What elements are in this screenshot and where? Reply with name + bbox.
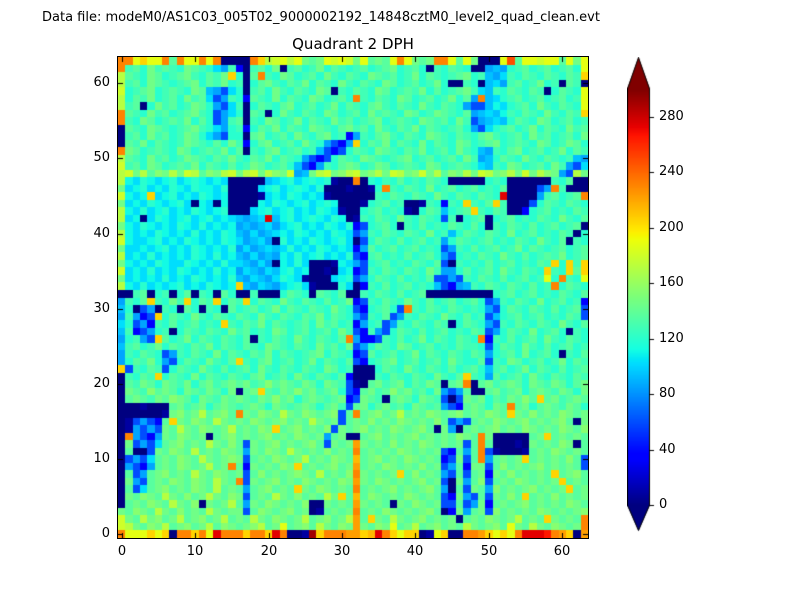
data-file-label: Data file: modeM0/AS1C03_005T02_90000021… xyxy=(42,10,600,25)
x-tick-label: 20 xyxy=(260,544,278,559)
heatmap-canvas xyxy=(118,57,588,538)
colorbar-tick-label: 120 xyxy=(659,331,684,346)
plot-area xyxy=(117,56,589,539)
plot-title: Quadrant 2 DPH xyxy=(292,35,414,53)
y-tick-label: 20 xyxy=(93,376,110,391)
x-tick-label: 0 xyxy=(117,544,127,559)
x-tick-label: 60 xyxy=(553,544,571,559)
colorbar-tick-label: 80 xyxy=(659,386,676,401)
colorbar-tick-label: 0 xyxy=(659,497,668,512)
y-tick-label: 40 xyxy=(93,226,110,241)
colorbar-tick-label: 40 xyxy=(659,442,676,457)
y-tick-label: 0 xyxy=(101,526,110,541)
colorbar-tick-label: 200 xyxy=(659,220,684,235)
y-tick-label: 50 xyxy=(93,150,110,165)
x-tick-label: 50 xyxy=(480,544,498,559)
y-tick-label: 10 xyxy=(93,451,110,466)
colorbar-tick-label: 280 xyxy=(659,109,684,124)
x-tick-label: 40 xyxy=(406,544,424,559)
x-tick-label: 10 xyxy=(186,544,204,559)
colorbar-tick-label: 160 xyxy=(659,275,684,290)
colorbar xyxy=(627,57,657,532)
colorbar-tick-label: 240 xyxy=(659,164,684,179)
y-tick-label: 60 xyxy=(93,75,110,90)
y-tick-label: 30 xyxy=(93,301,110,316)
x-tick-label: 30 xyxy=(333,544,351,559)
